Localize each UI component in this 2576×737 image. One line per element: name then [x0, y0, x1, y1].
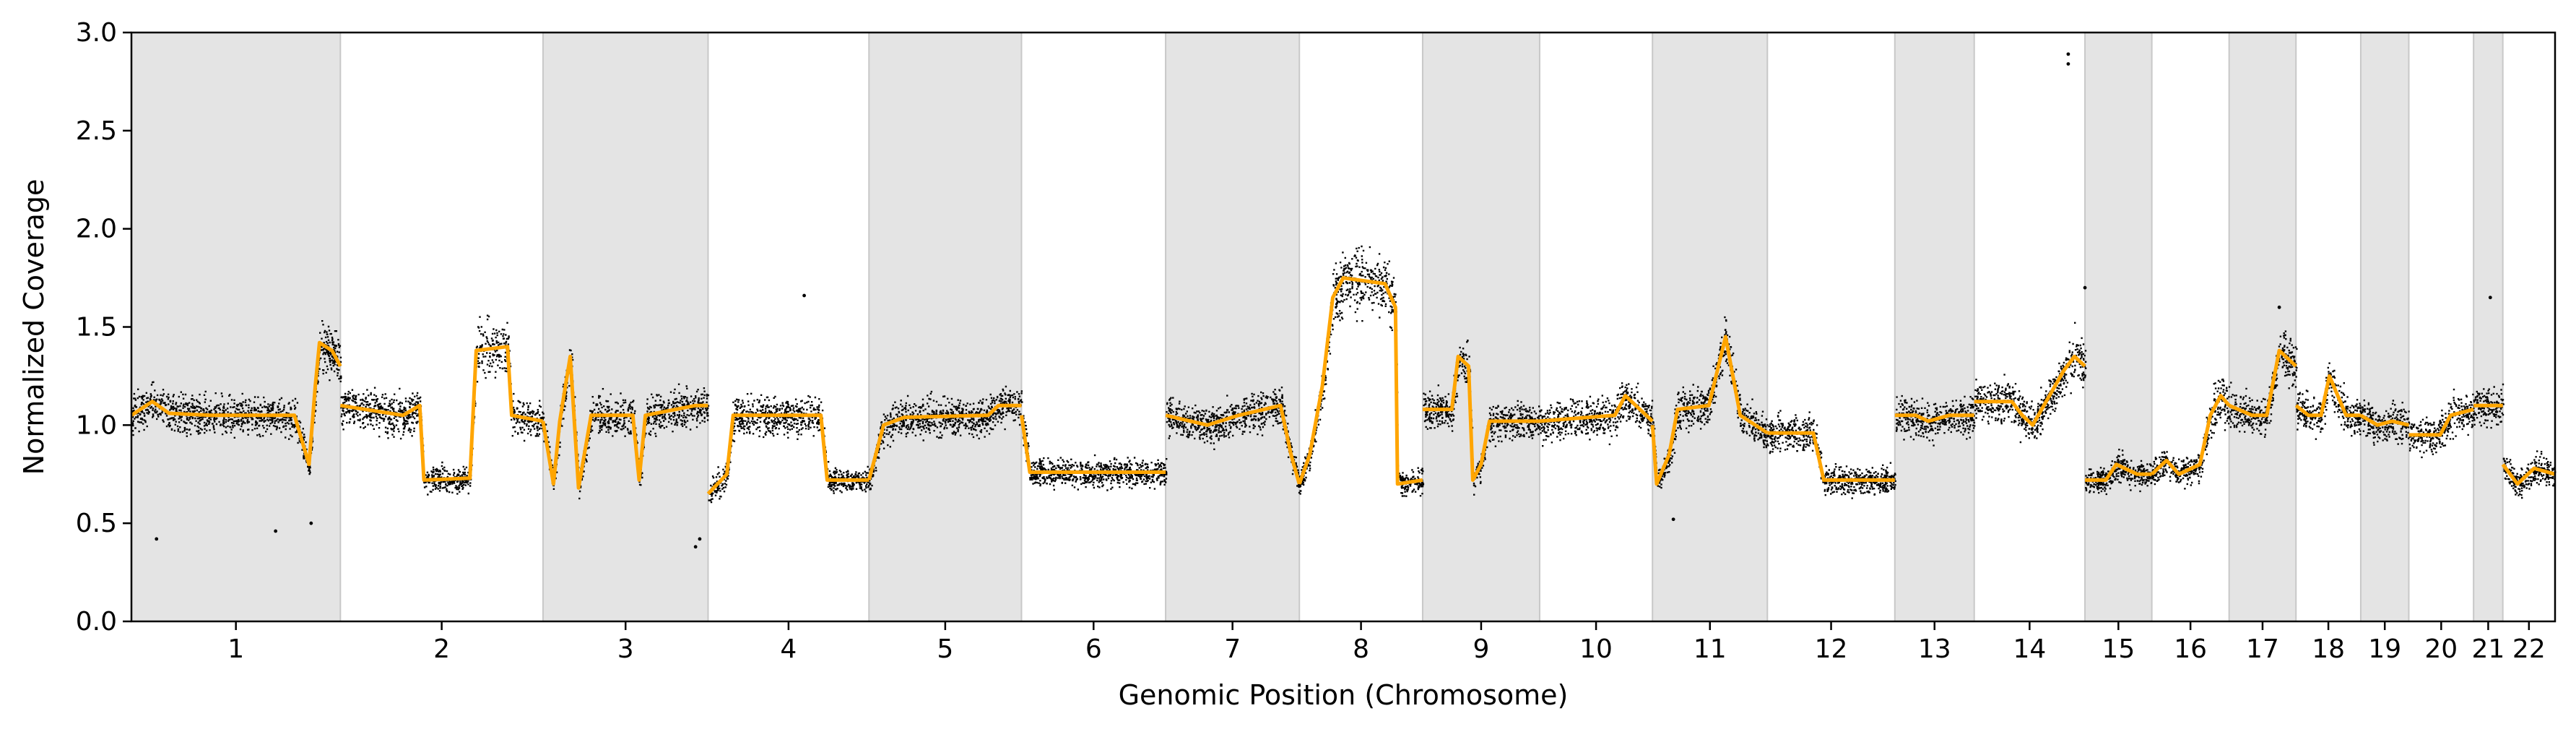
- x-tick-label-chr13: 13: [1918, 634, 1951, 664]
- chromosome-band-3: [542, 33, 708, 621]
- x-tick-label-chr20: 20: [2424, 634, 2458, 664]
- outlier-point: [2488, 296, 2492, 300]
- x-axis-label: Genomic Position (Chromosome): [1119, 679, 1569, 711]
- x-tick-label-chr8: 8: [1353, 634, 1369, 664]
- chromosome-band-9: [1422, 33, 1540, 621]
- segment-line: [2228, 348, 2298, 418]
- outlier-point: [802, 293, 806, 298]
- x-tick-label-chr7: 7: [1224, 634, 1241, 664]
- x-tick-label-chr9: 9: [1473, 634, 1489, 664]
- segment-line: [1650, 335, 1769, 486]
- segment-line: [2359, 413, 2410, 427]
- segment-lines-layer: [130, 276, 2556, 496]
- x-tick-label-chr4: 4: [780, 634, 797, 664]
- segment-line: [2294, 374, 2361, 418]
- x-tick-label-chr12: 12: [1815, 634, 1848, 664]
- segment-line: [2501, 463, 2556, 486]
- x-tick-label-chr3: 3: [617, 634, 634, 664]
- segment-line: [867, 403, 1022, 481]
- segment-line: [339, 345, 544, 482]
- outlier-point: [698, 537, 702, 541]
- x-tick-label-chr11: 11: [1694, 634, 1727, 664]
- chromosome-band-1: [131, 33, 341, 621]
- x-tick-label-chr10: 10: [1579, 634, 1613, 664]
- segment-line: [130, 340, 342, 467]
- segment-line: [1974, 354, 2086, 427]
- segment-line: [2150, 394, 2231, 476]
- outlier-point: [693, 545, 698, 549]
- segment-line: [541, 354, 708, 490]
- y-tick-label: 1.0: [76, 410, 117, 440]
- segment-line: [1297, 276, 1423, 486]
- y-tick-label: 2.0: [76, 215, 117, 244]
- y-ticks: 0.0 0.5 1.0 1.5 2.0 2.5 3.0: [76, 18, 131, 637]
- chromosome-band-11: [1652, 33, 1768, 621]
- outlier-point: [274, 529, 278, 533]
- segment-line: [1165, 403, 1301, 485]
- outlier-point: [155, 537, 159, 541]
- outlier-point: [309, 521, 313, 525]
- chromosome-band-7: [1166, 33, 1300, 621]
- segment-line: [1422, 354, 1540, 482]
- y-tick-label: 0.0: [76, 607, 117, 637]
- outlier-point: [1671, 517, 1675, 522]
- segment-line: [1539, 394, 1654, 423]
- x-tick-label-chr18: 18: [2312, 634, 2345, 664]
- y-axis-label: Normalized Coverage: [18, 179, 50, 475]
- y-tick-label: 0.5: [76, 509, 117, 538]
- outlier-point: [2066, 62, 2070, 66]
- coverage-points-layer: [131, 52, 2557, 549]
- x-tick-label-chr6: 6: [1085, 634, 1102, 664]
- x-tick-label-chr22: 22: [2512, 634, 2546, 664]
- chromosome-band-15: [2085, 33, 2152, 621]
- segment-line: [1020, 415, 1166, 474]
- x-tick-label-chr17: 17: [2246, 634, 2279, 664]
- segment-line: [1767, 431, 1895, 482]
- y-tick-label: 1.5: [76, 313, 117, 342]
- x-tick-label-chr16: 16: [2174, 634, 2207, 664]
- segment-line: [2408, 408, 2474, 437]
- segment-line: [706, 413, 869, 496]
- chromosome-band-5: [869, 33, 1022, 621]
- segment-line: [2085, 462, 2152, 482]
- coverage-points: [131, 245, 2557, 504]
- chromosome-shading-layer: [131, 33, 2504, 621]
- chromosome-band-21: [2473, 33, 2503, 621]
- outlier-point: [2083, 285, 2087, 290]
- x-tick-label-chr19: 19: [2368, 634, 2401, 664]
- x-tick-label-chr14: 14: [2013, 634, 2046, 664]
- segment-line: [1894, 413, 1974, 423]
- x-tick-label-chr5: 5: [937, 634, 953, 664]
- outlier-point: [2277, 305, 2281, 309]
- x-ticks: 1 2 3 4 5 6 7 8 9 10 11 12 13 14 15 16 17 18 19 20 21 22: [227, 621, 2546, 664]
- chromosome-band-19: [2360, 33, 2409, 621]
- x-tick-label-chr2: 2: [433, 634, 450, 664]
- x-tick-label-chr15: 15: [2102, 634, 2135, 664]
- outlier-point: [2066, 52, 2070, 56]
- chromosome-band-13: [1894, 33, 1974, 621]
- x-tick-label-chr21: 21: [2472, 634, 2505, 664]
- y-tick-label: 3.0: [76, 18, 117, 48]
- y-tick-label: 2.5: [76, 116, 117, 146]
- chromosome-band-17: [2229, 33, 2297, 621]
- x-tick-label-chr1: 1: [227, 634, 244, 664]
